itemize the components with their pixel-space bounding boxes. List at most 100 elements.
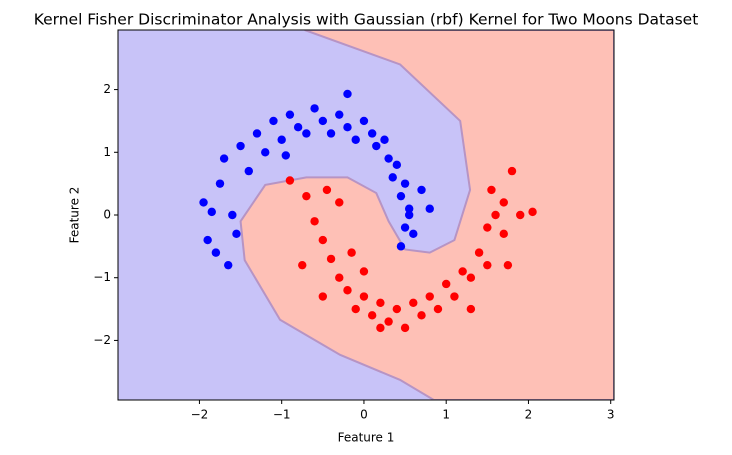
- data-point: [199, 198, 208, 207]
- data-point: [310, 217, 319, 226]
- data-point: [372, 141, 381, 151]
- data-point: [318, 292, 328, 301]
- data-point: [326, 254, 336, 264]
- data-point: [376, 323, 385, 333]
- data-point: [388, 173, 397, 182]
- data-point: [450, 292, 459, 301]
- data-point: [516, 210, 525, 220]
- data-point: [417, 311, 426, 320]
- y-axis-label: Feature 2: [68, 187, 82, 244]
- data-point: [285, 110, 295, 119]
- data-point: [228, 210, 237, 220]
- data-point: [224, 260, 233, 270]
- data-point: [487, 185, 496, 195]
- data-point: [400, 223, 410, 232]
- data-point: [236, 141, 245, 151]
- data-point: [359, 267, 369, 276]
- data-point: [503, 260, 513, 270]
- y-tick-label: 1: [103, 145, 111, 159]
- data-point: [318, 116, 328, 126]
- data-point: [507, 166, 517, 176]
- data-point: [335, 110, 344, 119]
- decision-region: [239, 30, 614, 400]
- data-point: [215, 179, 225, 188]
- data-point: [499, 198, 508, 207]
- data-point: [310, 104, 319, 113]
- data-point: [244, 166, 253, 176]
- data-point: [483, 223, 492, 232]
- data-point: [277, 135, 286, 144]
- x-tick-label: 1: [442, 408, 450, 422]
- data-point: [528, 207, 537, 217]
- data-point: [261, 148, 270, 157]
- data-point: [392, 304, 402, 314]
- y-tick-label: −2: [93, 333, 111, 347]
- data-point: [281, 151, 291, 160]
- data-point: [400, 323, 410, 333]
- data-point: [483, 260, 492, 270]
- data-point: [425, 292, 434, 301]
- data-point: [380, 135, 389, 144]
- data-point: [211, 248, 221, 257]
- chart-title: Kernel Fisher Discriminator Analysis wit…: [34, 11, 699, 29]
- x-tick-label: −1: [273, 408, 291, 422]
- data-point: [499, 229, 508, 239]
- data-point: [351, 135, 360, 144]
- data-point: [359, 292, 369, 301]
- data-point: [351, 304, 360, 314]
- data-point: [207, 207, 216, 217]
- data-point: [219, 154, 229, 163]
- data-point: [326, 129, 336, 138]
- data-point: [269, 116, 278, 126]
- data-point: [293, 123, 303, 132]
- data-point: [396, 242, 406, 251]
- data-point: [474, 248, 484, 257]
- data-point: [343, 123, 352, 132]
- data-point: [302, 191, 311, 201]
- x-tick-label: −2: [191, 408, 209, 422]
- axes: −2 −1 0 1 2 3 −2 −1 0 1 2: [93, 29, 615, 422]
- data-point: [433, 304, 443, 314]
- data-point: [359, 116, 369, 126]
- x-tick-label: 3: [607, 408, 615, 422]
- data-point: [347, 248, 356, 257]
- data-point: [335, 198, 344, 207]
- x-tick-label: 0: [360, 408, 368, 422]
- data-point: [376, 298, 385, 307]
- x-tick-label: 2: [525, 408, 533, 422]
- y-tick-label: −1: [93, 270, 111, 284]
- data-point: [417, 185, 426, 195]
- plot-area: [118, 30, 614, 400]
- data-point: [491, 210, 500, 220]
- data-point: [367, 311, 377, 320]
- data-point: [466, 273, 476, 282]
- data-point: [367, 129, 377, 138]
- data-point: [302, 129, 311, 138]
- data-point: [384, 154, 393, 163]
- data-point: [343, 89, 352, 99]
- data-point: [285, 176, 295, 185]
- data-point: [409, 298, 418, 307]
- data-point: [322, 185, 332, 195]
- data-point: [425, 204, 434, 213]
- data-point: [441, 279, 451, 289]
- data-point: [404, 204, 414, 213]
- data-point: [343, 286, 352, 295]
- data-point: [252, 129, 262, 138]
- data-point: [458, 267, 467, 276]
- x-axis-label: Feature 1: [338, 431, 395, 445]
- data-point: [298, 260, 307, 270]
- data-point: [384, 317, 393, 326]
- data-point: [409, 229, 418, 239]
- data-point: [232, 229, 241, 239]
- data-point: [404, 210, 414, 220]
- data-point: [400, 179, 410, 188]
- data-point: [203, 235, 212, 245]
- data-point: [335, 273, 344, 282]
- data-point: [396, 191, 406, 201]
- y-tick-label: 2: [103, 82, 111, 96]
- data-point: [392, 160, 402, 170]
- data-point: [318, 235, 328, 245]
- y-tick-label: 0: [103, 208, 111, 222]
